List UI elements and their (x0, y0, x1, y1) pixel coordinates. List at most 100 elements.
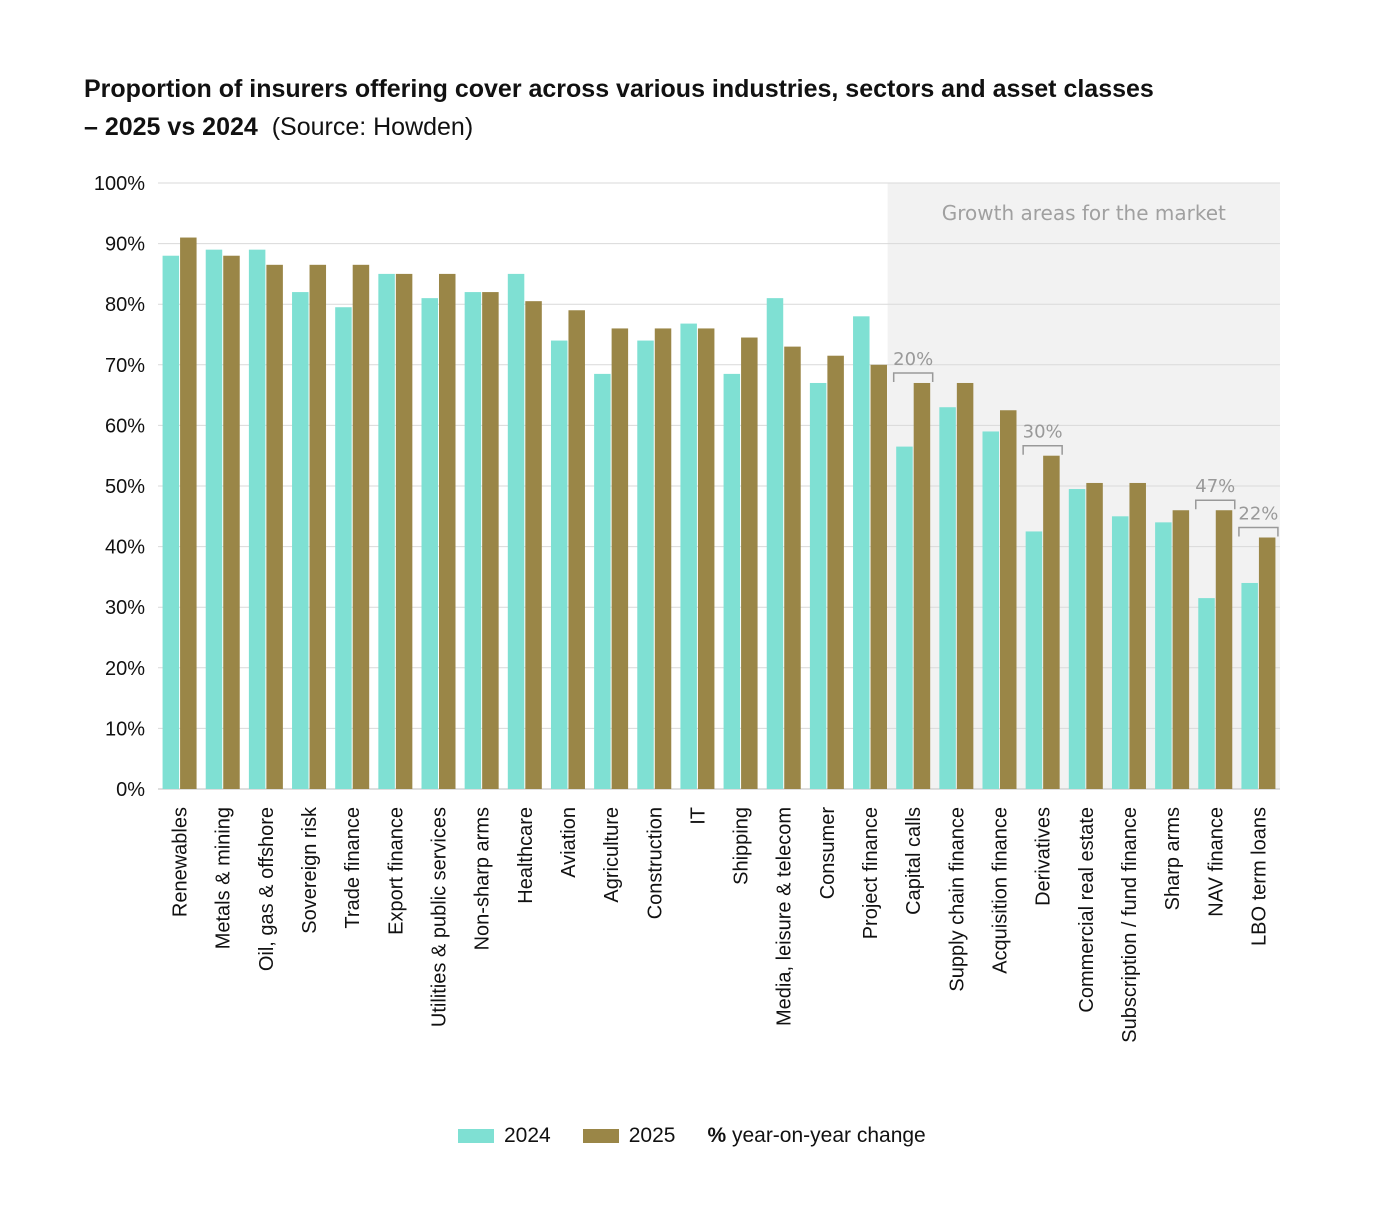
bar-2025-metals-mining (223, 255, 240, 790)
x-tick-label: Trade finance (342, 807, 364, 929)
bar-2024-project-finance (853, 316, 870, 789)
bar-2025-subscription-fund-finance (1129, 482, 1146, 789)
bar-2025-nav-finance (1215, 510, 1233, 789)
x-tick-label: Construction (644, 807, 666, 919)
x-tick-label: Oil, gas & offshore (256, 807, 278, 971)
legend: 2024 2025 % year-on-year change (458, 1124, 926, 1148)
bar-2024-non-sharp-arms (464, 292, 482, 789)
x-tick-label: Agriculture (601, 807, 623, 903)
bar-2025-project-finance (870, 364, 888, 789)
bar-2024-aviation (550, 340, 568, 789)
x-tick-label: Metals & mining (213, 807, 235, 949)
bar-2024-renewables (162, 255, 180, 790)
bar-2024-agriculture (594, 373, 611, 789)
x-tick-label: Non-sharp arms (472, 807, 494, 950)
bar-2025-it (697, 328, 715, 789)
x-tick-label: Derivatives (1033, 807, 1055, 906)
x-tick-label: LBO term loans (1248, 807, 1270, 946)
bar-2025-sovereign-risk (309, 264, 327, 789)
bar-2024-nav-finance (1198, 598, 1215, 789)
yoy-label-derivatives: 30% (1023, 422, 1063, 443)
bar-2025-utilities-public-services (439, 273, 456, 789)
legend-yoy-symbol: % (707, 1124, 727, 1147)
y-tick-label: 10% (105, 718, 145, 740)
bar-2024-oil-gas-offshore (248, 249, 266, 789)
yoy-label-capital-calls: 20% (893, 349, 933, 370)
title-line-2: – 2025 vs 2024 (Source: Howden) (84, 108, 1324, 146)
bar-2024-capital-calls (896, 446, 913, 789)
bar-2025-renewables (180, 237, 197, 790)
legend-item-2024: 2024 (458, 1124, 551, 1148)
x-tick-label: Consumer (817, 807, 839, 900)
legend-item-2025: 2025 (582, 1124, 676, 1148)
y-tick-label: 0% (116, 779, 145, 801)
growth-area-label: Growth areas for the market (942, 201, 1226, 225)
x-tick-label: Acquisition finance (990, 807, 1012, 974)
legend-label-2024: 2024 (504, 1124, 551, 1147)
bar-2025-acquisition-finance (1000, 410, 1017, 789)
bar-2025-healthcare (525, 301, 542, 789)
bar-2025-agriculture (611, 328, 629, 789)
x-tick-label: IT (687, 807, 709, 825)
y-tick-label: 100% (94, 173, 145, 195)
y-tick-label: 70% (105, 355, 145, 377)
bar-2025-shipping (741, 337, 758, 789)
x-tick-label: Export finance (385, 807, 407, 935)
bar-2025-sharp-arms (1172, 510, 1190, 789)
x-tick-label: NAV finance (1205, 807, 1227, 917)
x-tick-label: Media, leisure & telecom (774, 807, 796, 1026)
legend-yoy-text: year-on-year change (726, 1124, 926, 1147)
yoy-bracket-derivatives (1022, 444, 1063, 455)
bar-2024-metals-mining (205, 249, 223, 789)
x-tick-label: Sharp arms (1162, 807, 1184, 910)
x-tick-label: Commercial real estate (1076, 807, 1098, 1013)
yoy-label-lbo-term-loans: 22% (1238, 504, 1278, 525)
bar-2025-commercial-real-estate (1086, 482, 1103, 789)
bar-2024-acquisition-finance (982, 431, 999, 789)
bar-2024-it (680, 323, 697, 789)
bar-2025-construction (654, 328, 672, 789)
title-line-1: Proportion of insurers offering cover ac… (84, 75, 1154, 103)
legend-label-2025: 2025 (628, 1124, 676, 1147)
y-tick-label: 20% (105, 658, 145, 680)
bar-2025-media-leisure-telecom (784, 346, 801, 789)
x-tick-label: Subscription / fund finance (1119, 807, 1141, 1043)
y-tick-label: 90% (105, 234, 145, 256)
bar-2024-derivatives (1025, 531, 1043, 789)
bar-2025-oil-gas-offshore (266, 264, 283, 789)
bar-2025-trade-finance (352, 264, 370, 789)
x-tick-label: Renewables (170, 807, 192, 917)
bar-2024-export-finance (378, 273, 395, 789)
bar-2024-sovereign-risk (292, 292, 309, 789)
bar-2024-media-leisure-telecom (766, 298, 784, 789)
bar-2025-capital-calls (913, 382, 931, 789)
x-tick-label: Utilities & public services (429, 807, 451, 1027)
y-tick-label: 50% (105, 476, 145, 498)
bar-2025-aviation (568, 310, 585, 789)
bar-2024-consumer (809, 382, 827, 789)
yoy-bracket-capital-calls (892, 372, 934, 382)
bar-2025-supply-chain-finance (956, 382, 974, 789)
yoy-label-nav-finance: 47% (1195, 476, 1235, 497)
yoy-bracket-nav-finance (1195, 499, 1236, 510)
bar-2024-trade-finance (335, 307, 352, 789)
chart-title: Proportion of insurers offering cover ac… (84, 70, 1324, 146)
title-years: – 2025 vs 2024 (84, 113, 258, 141)
bar-2024-lbo-term-loans (1241, 582, 1258, 789)
bar-2025-export-finance (395, 273, 413, 789)
x-tick-label: Shipping (731, 807, 753, 885)
x-tick-label: Supply chain finance (946, 807, 968, 992)
bar-2024-supply-chain-finance (939, 407, 956, 789)
bar-2025-derivatives (1043, 455, 1060, 789)
y-tick-label: 60% (105, 415, 145, 437)
y-tick-label: 80% (105, 294, 145, 316)
bar-2024-sharp-arms (1155, 522, 1172, 789)
bar-2024-healthcare (507, 273, 525, 789)
bar-2025-consumer (827, 355, 844, 789)
x-tick-label: Capital calls (903, 807, 925, 915)
x-tick-label: Sovereign risk (299, 806, 321, 934)
bar-2024-construction (637, 340, 654, 789)
y-tick-label: 30% (105, 597, 145, 619)
bar-2024-utilities-public-services (421, 298, 438, 789)
